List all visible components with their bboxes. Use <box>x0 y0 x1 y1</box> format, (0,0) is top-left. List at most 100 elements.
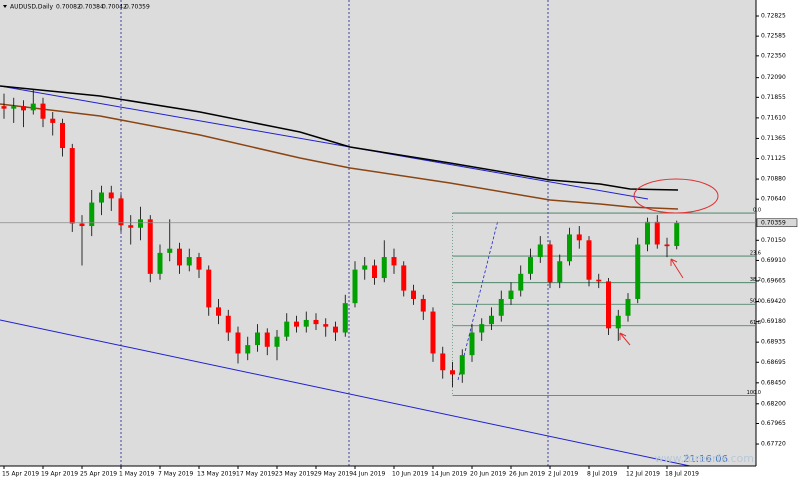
price-tick-label: 0.69665 <box>761 277 786 284</box>
price-tick-label: 0.70880 <box>761 176 786 183</box>
time-tick-label: 1 May 2019 <box>119 471 154 478</box>
candle-body <box>333 326 338 333</box>
candle-body <box>635 244 641 299</box>
time-tick-label: 13 May 2019 <box>197 471 236 478</box>
candle-body <box>60 122 65 149</box>
fib-level-label: 0.0 <box>753 208 761 214</box>
candle-body <box>430 311 436 354</box>
price-tick-label: 0.70640 <box>761 196 786 203</box>
price-tick-label: 0.68450 <box>761 379 786 386</box>
candle-body <box>69 148 75 224</box>
candle-body <box>547 244 553 283</box>
candle-body <box>372 265 377 279</box>
price-tick-label: 0.70150 <box>761 237 786 244</box>
price-tick-label: 0.72090 <box>761 74 786 81</box>
time-tick-label: 19 Apr 2019 <box>41 471 78 478</box>
time-tick-label: 7 May 2019 <box>158 471 193 478</box>
symbol: AUDUSD,Daily <box>10 4 53 11</box>
candle-body <box>459 355 465 375</box>
candle-body <box>206 269 212 308</box>
candle-body <box>625 298 631 316</box>
price-tick-label: 0.71855 <box>761 94 786 101</box>
open: 0.70082 <box>56 4 81 11</box>
candle-body <box>645 221 650 245</box>
price-tick-label: 0.71610 <box>761 114 786 121</box>
header-icon <box>3 5 7 8</box>
low: 0.70042 <box>102 4 127 11</box>
price-tick-label: 0.67965 <box>761 420 786 427</box>
price-tick-label: 0.68935 <box>761 339 786 346</box>
fib-level-label: 61.8 <box>750 320 761 326</box>
candle-body <box>576 234 582 241</box>
time-tick-label: 14 Jun 2019 <box>431 471 467 478</box>
time-tick-label: 15 Apr 2019 <box>2 471 39 478</box>
candle-body <box>108 192 114 199</box>
price-tick-label: 0.69910 <box>761 257 786 264</box>
candle-body <box>167 248 173 253</box>
candles <box>1 89 680 388</box>
candle-body <box>352 269 358 304</box>
time-tick-label: 18 Jul 2019 <box>665 471 699 478</box>
time-tick-label: 4 Jun 2019 <box>353 471 385 478</box>
candle-body <box>128 225 134 228</box>
price-tick-label: 0.67720 <box>761 441 786 448</box>
candle-body <box>528 257 533 274</box>
candle-body <box>21 106 26 111</box>
fib-level-label: 100.0 <box>747 390 761 396</box>
candle-body <box>1 106 7 109</box>
watermark: www.forexrfx.com <box>655 452 754 465</box>
close: 0.70359 <box>125 4 150 11</box>
candle-body <box>89 202 95 227</box>
current-price-box <box>756 218 798 228</box>
candle-body <box>567 234 572 262</box>
time-tick-label: 20 Jun 2019 <box>470 471 506 478</box>
time-axis: 15 Apr 2019 19 Apr 2019 25 Apr 2019 1 May 2… <box>2 466 699 478</box>
candle-body <box>177 248 182 266</box>
server-time: 21:16:06 <box>683 454 728 465</box>
fib-level-label: 38.2 <box>750 277 761 283</box>
fibonacci: 0.0 23.6 38.2 50.0 61.8 100.0 <box>452 208 761 396</box>
candle-body <box>225 315 231 333</box>
candle-body <box>450 370 455 375</box>
candle-body <box>586 240 592 280</box>
candle-body <box>79 223 85 227</box>
candle-body <box>323 324 329 327</box>
candle-body <box>264 332 270 347</box>
candle-body <box>615 315 621 329</box>
candle-body <box>284 321 290 337</box>
time-tick-label: 29 May 2019 <box>314 471 353 478</box>
candle-body <box>508 290 514 299</box>
time-tick-label: 10 Jun 2019 <box>392 471 428 478</box>
candle-body <box>674 222 680 246</box>
candle-body <box>362 265 368 270</box>
candle-body <box>40 103 46 119</box>
candle-body <box>489 315 494 325</box>
candle-body <box>518 273 524 291</box>
time-tick-label: 26 Jun 2019 <box>509 471 545 478</box>
plot-bg <box>0 0 756 466</box>
candle-body <box>342 303 348 333</box>
candle-body <box>50 118 56 123</box>
candle-body <box>30 103 36 111</box>
candle-body <box>147 219 153 274</box>
candle-body <box>654 221 660 245</box>
price-tick-label: 0.68200 <box>761 400 786 407</box>
candle-body <box>596 279 602 282</box>
candle-body <box>138 219 143 228</box>
candle-body <box>186 257 192 266</box>
candle-body <box>99 192 104 203</box>
price-tick-label: 0.71125 <box>761 155 786 162</box>
candle-body <box>411 290 416 299</box>
time-tick-label: 23 May 2019 <box>275 471 314 478</box>
price-tick-label: 0.72350 <box>761 52 786 59</box>
moving-average-fast <box>0 103 679 210</box>
time-tick-label: 12 Jul 2019 <box>626 471 660 478</box>
price-tick-label: 0.71365 <box>761 135 786 142</box>
candle-body <box>235 332 241 354</box>
trend-line <box>0 319 691 467</box>
candle-body <box>118 198 124 226</box>
trend-line-dashed <box>457 219 499 381</box>
time-tick-label: 8 Jul 2019 <box>587 471 617 478</box>
candle-body <box>606 281 611 329</box>
header: AUDUSD,Daily 0.70082 0.70384 0.70042 0.7… <box>3 4 150 11</box>
